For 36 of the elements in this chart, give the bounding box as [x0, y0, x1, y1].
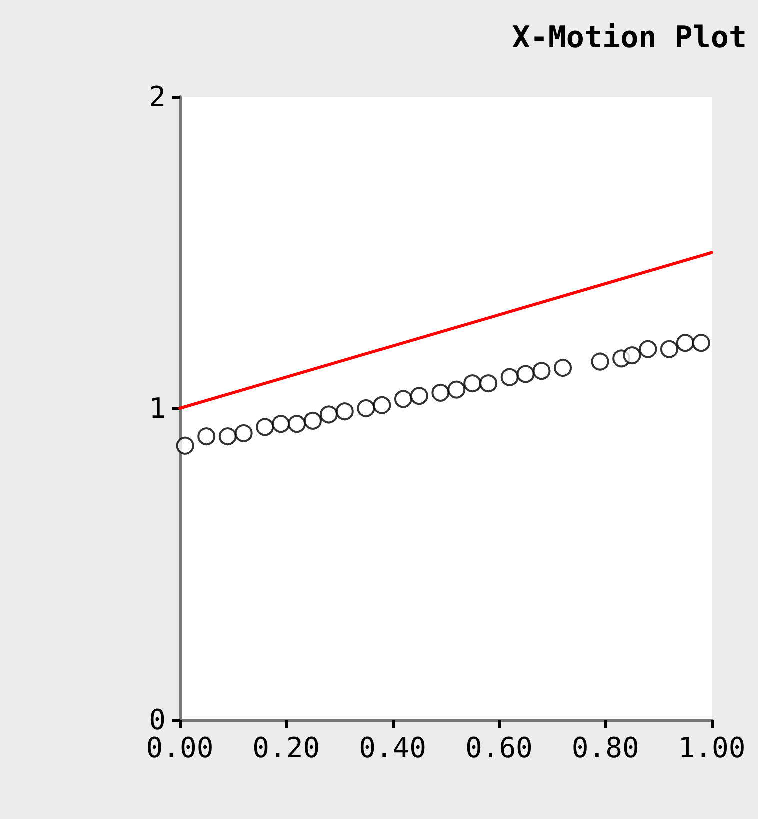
point — [500, 368, 519, 386]
point — [464, 374, 482, 393]
y-tick-label: 1 — [149, 392, 166, 425]
point — [320, 406, 338, 424]
point — [532, 362, 551, 380]
point — [336, 402, 354, 421]
chart-title: X-Motion Plot — [512, 20, 748, 56]
point — [623, 346, 642, 365]
y-tick-label: 2 — [149, 80, 166, 114]
point — [410, 387, 428, 406]
point — [676, 334, 694, 352]
point — [554, 359, 572, 377]
point — [234, 424, 253, 442]
point — [288, 415, 306, 434]
point — [660, 340, 678, 358]
point — [516, 365, 535, 384]
point — [692, 334, 710, 352]
point — [373, 396, 392, 414]
point — [218, 428, 237, 446]
x-tick-label: 0.60 — [465, 732, 533, 764]
point — [304, 412, 322, 430]
point — [198, 428, 216, 446]
point — [591, 352, 610, 371]
point — [176, 436, 194, 455]
x-tick-label: 1.00 — [678, 732, 746, 764]
x-tick-label: 0.40 — [359, 732, 427, 764]
point — [256, 418, 274, 436]
x-tick-label: 0.80 — [572, 732, 640, 764]
point — [394, 390, 412, 408]
point — [432, 384, 450, 402]
x-tick-label: 0.20 — [252, 732, 320, 764]
point — [272, 415, 290, 434]
point — [639, 340, 658, 358]
point — [357, 400, 376, 418]
point — [480, 374, 498, 393]
point — [448, 380, 466, 399]
